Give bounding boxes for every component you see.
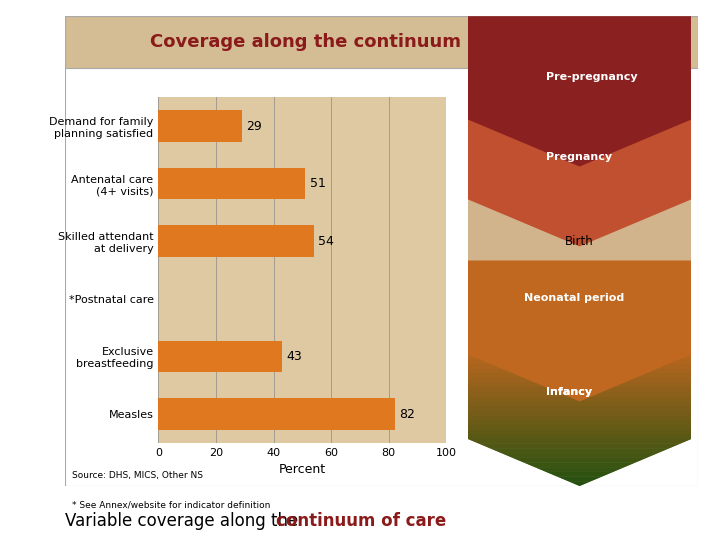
Text: Source: DHS, MICS, Other NS: Source: DHS, MICS, Other NS bbox=[72, 471, 203, 480]
Text: * See Annex/website for indicator definition: * See Annex/website for indicator defini… bbox=[72, 501, 271, 510]
Polygon shape bbox=[468, 364, 691, 368]
Polygon shape bbox=[480, 444, 680, 448]
Polygon shape bbox=[468, 420, 691, 425]
Polygon shape bbox=[468, 392, 691, 397]
Text: Neonatal period: Neonatal period bbox=[523, 293, 624, 303]
Polygon shape bbox=[468, 368, 691, 373]
Text: 43: 43 bbox=[287, 350, 302, 363]
Text: 54: 54 bbox=[318, 235, 334, 248]
Bar bbox=[158, 225, 314, 257]
Bar bbox=[158, 110, 242, 142]
Bar bbox=[158, 341, 282, 372]
Text: Pre-pregnancy: Pre-pregnancy bbox=[546, 72, 638, 82]
Polygon shape bbox=[468, 260, 691, 401]
Polygon shape bbox=[468, 101, 691, 246]
Text: Infancy: Infancy bbox=[546, 387, 593, 397]
Polygon shape bbox=[468, 345, 691, 486]
Polygon shape bbox=[468, 425, 691, 430]
Polygon shape bbox=[468, 401, 691, 406]
Bar bbox=[158, 168, 305, 199]
Polygon shape bbox=[468, 383, 691, 387]
Text: Birth: Birth bbox=[565, 235, 594, 248]
Polygon shape bbox=[468, 434, 691, 439]
Polygon shape bbox=[501, 453, 657, 458]
Polygon shape bbox=[468, 397, 691, 401]
Polygon shape bbox=[513, 458, 647, 462]
Polygon shape bbox=[468, 354, 691, 359]
Polygon shape bbox=[468, 439, 691, 444]
Polygon shape bbox=[523, 462, 635, 467]
Text: Pregnancy: Pregnancy bbox=[546, 152, 612, 162]
Text: Infancy: Infancy bbox=[546, 387, 593, 397]
Polygon shape bbox=[468, 430, 691, 434]
Polygon shape bbox=[468, 406, 691, 411]
Polygon shape bbox=[557, 477, 602, 481]
Polygon shape bbox=[468, 345, 691, 350]
Polygon shape bbox=[569, 481, 590, 486]
Bar bbox=[158, 398, 395, 430]
Text: continuum of care: continuum of care bbox=[276, 512, 446, 530]
Bar bbox=[65, 16, 698, 68]
Text: Coverage along the continuum of care: Coverage along the continuum of care bbox=[150, 33, 537, 51]
X-axis label: Percent: Percent bbox=[279, 463, 326, 476]
Polygon shape bbox=[490, 448, 669, 453]
Text: Variable coverage along the: Variable coverage along the bbox=[65, 512, 303, 530]
Polygon shape bbox=[468, 16, 691, 166]
Polygon shape bbox=[535, 467, 624, 472]
Polygon shape bbox=[468, 359, 691, 364]
Polygon shape bbox=[468, 350, 691, 354]
Text: 51: 51 bbox=[310, 177, 325, 190]
Text: 29: 29 bbox=[246, 119, 262, 132]
Polygon shape bbox=[468, 195, 691, 307]
Polygon shape bbox=[546, 472, 613, 477]
Polygon shape bbox=[468, 416, 691, 420]
Polygon shape bbox=[468, 378, 691, 383]
Polygon shape bbox=[468, 373, 691, 378]
Polygon shape bbox=[468, 387, 691, 392]
Text: 82: 82 bbox=[399, 408, 415, 421]
Polygon shape bbox=[468, 411, 691, 416]
